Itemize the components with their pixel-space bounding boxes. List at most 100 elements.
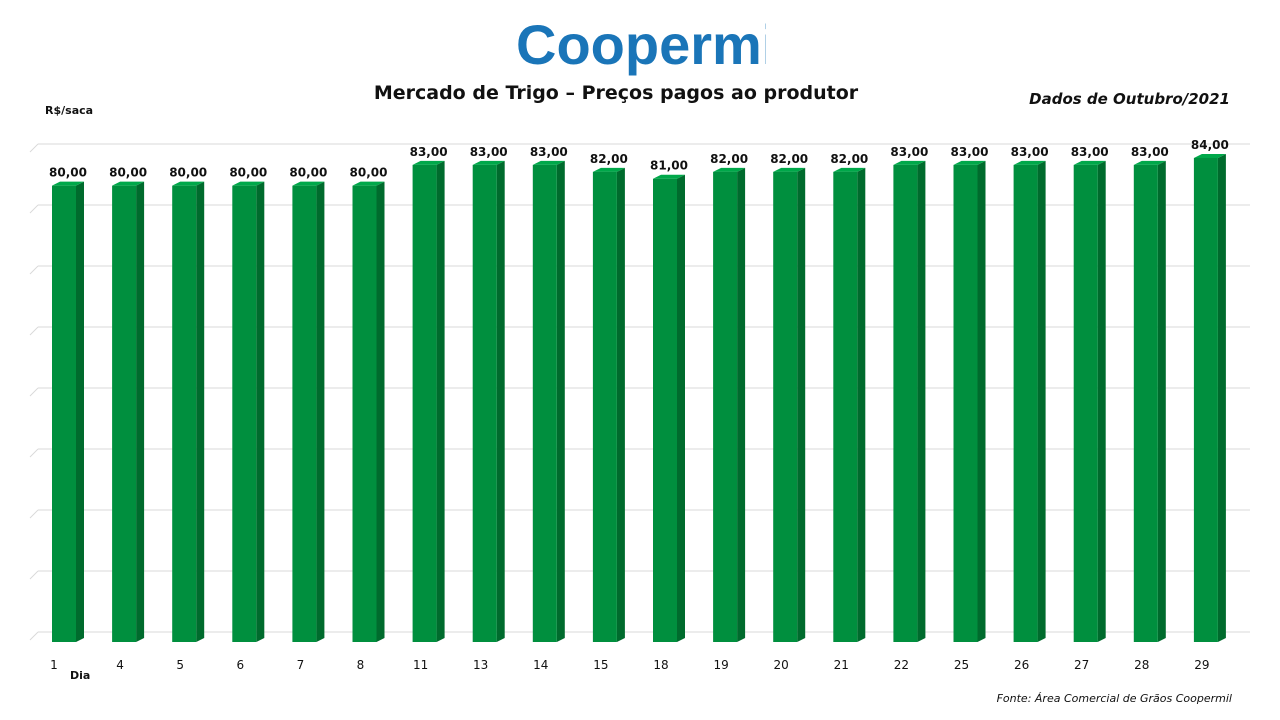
bar xyxy=(773,167,806,643)
bar-top xyxy=(1013,160,1046,165)
x-tick-label: 8 xyxy=(357,658,365,672)
x-tick-label: 26 xyxy=(1014,658,1029,672)
bar xyxy=(653,174,685,642)
x-tick-label: 15 xyxy=(593,658,608,672)
bar-front xyxy=(653,178,677,642)
bar-side xyxy=(196,181,205,642)
coopermil-logo: Coopermil xyxy=(516,13,766,76)
x-tick-label: 11 xyxy=(413,658,428,672)
bar-side xyxy=(1157,160,1166,642)
x-tick-label: 13 xyxy=(473,658,488,672)
bar xyxy=(833,167,866,643)
bar-top xyxy=(412,160,445,165)
bar xyxy=(52,181,84,642)
bar xyxy=(1073,160,1106,642)
bar-top xyxy=(833,167,866,172)
gridline-depth xyxy=(29,387,39,397)
x-tick-label: 14 xyxy=(533,658,548,672)
bar-front xyxy=(592,171,617,643)
bar-front xyxy=(532,164,557,642)
x-tick-label: 29 xyxy=(1194,658,1209,672)
bar xyxy=(472,160,505,642)
gridline-depth xyxy=(29,509,39,519)
bar-front xyxy=(1013,164,1038,642)
x-axis-label: Dia xyxy=(70,669,91,682)
data-label: 83,00 xyxy=(951,145,989,159)
x-tick-labels: 1 4 5 6 7 8 11 13 14 15 18 19 20 21 22 25 26 27 28 29 xyxy=(50,658,1209,672)
data-label: 80,00 xyxy=(49,166,87,180)
bar-side xyxy=(76,181,84,642)
bar-top xyxy=(232,181,265,186)
bar-top xyxy=(893,160,926,165)
gridline-depth xyxy=(29,265,39,275)
data-label: 83,00 xyxy=(1131,145,1169,159)
data-label: 82,00 xyxy=(710,152,748,166)
bar-top xyxy=(1193,154,1226,158)
bar-front xyxy=(1193,158,1218,642)
bar-side xyxy=(797,167,806,643)
gridline-depth xyxy=(29,448,39,458)
bar-front xyxy=(713,171,738,643)
data-label: 83,00 xyxy=(410,145,448,159)
bar-top xyxy=(773,167,806,172)
bar-side xyxy=(556,160,565,642)
bar xyxy=(1193,154,1226,642)
bar-top xyxy=(653,174,685,179)
bar-front xyxy=(292,185,317,642)
data-label: 82,00 xyxy=(770,152,808,166)
chart-title: Mercado de Trigo – Preços pagos ao produ… xyxy=(373,82,859,104)
bar-side xyxy=(136,181,145,642)
bar-top xyxy=(592,167,625,172)
bar-side xyxy=(737,167,746,643)
gridline-depth xyxy=(29,143,39,153)
x-tick-label: 27 xyxy=(1074,658,1089,672)
data-label: 80,00 xyxy=(289,166,327,180)
data-label: 82,00 xyxy=(830,152,868,166)
x-tick-label: 19 xyxy=(713,658,728,672)
bar-front xyxy=(1073,164,1098,642)
data-label: 81,00 xyxy=(650,159,688,173)
gridline-depth xyxy=(29,631,39,641)
data-label: 83,00 xyxy=(1011,145,1049,159)
data-label: 80,00 xyxy=(350,166,388,180)
gridline-depth xyxy=(29,204,39,214)
bar-side xyxy=(436,160,445,642)
bar-top xyxy=(713,167,746,172)
bar-front xyxy=(833,171,858,643)
bar-top xyxy=(532,160,565,165)
x-tick-label: 1 xyxy=(50,658,58,672)
bar-top xyxy=(1133,160,1166,165)
bar xyxy=(352,181,385,642)
gridline-depth xyxy=(29,326,39,336)
data-label: 83,00 xyxy=(470,145,508,159)
x-tick-label: 20 xyxy=(774,658,789,672)
bar-front xyxy=(773,171,798,643)
bar-top xyxy=(1073,160,1106,165)
bar-front xyxy=(232,185,257,642)
x-tick-label: 6 xyxy=(236,658,244,672)
bar-top xyxy=(292,181,325,186)
bar-side xyxy=(917,160,926,642)
bar-front xyxy=(472,164,497,642)
bar-side xyxy=(616,167,625,643)
bar-side xyxy=(1217,154,1226,642)
x-tick-label: 22 xyxy=(894,658,909,672)
bar-front xyxy=(172,185,197,642)
bar-front xyxy=(112,185,137,642)
y-axis-label: R$/saca xyxy=(45,104,94,117)
bar-front xyxy=(352,185,377,642)
bar xyxy=(232,181,265,642)
data-label: 83,00 xyxy=(890,145,928,159)
bar-side xyxy=(316,181,325,642)
x-tick-label: 21 xyxy=(834,658,849,672)
bar-side xyxy=(977,160,986,642)
bars xyxy=(52,154,1226,643)
data-labels: 80,00 80,00 80,00 80,00 80,00 80,00 83,00 83,00… xyxy=(49,138,1229,180)
bar-side xyxy=(1037,160,1046,642)
bar xyxy=(592,167,625,643)
bar xyxy=(713,167,746,643)
x-tick-label: 18 xyxy=(653,658,668,672)
bar-side xyxy=(677,174,685,642)
x-tick-label: 7 xyxy=(297,658,305,672)
